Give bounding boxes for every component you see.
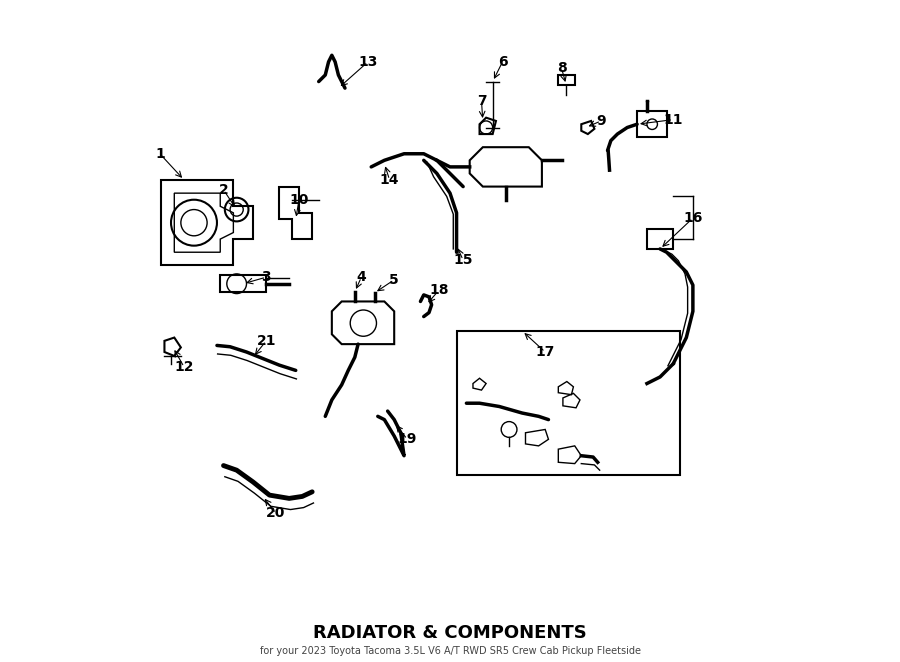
Text: 17: 17 [536, 345, 555, 359]
Text: 4: 4 [356, 270, 366, 284]
Text: 20: 20 [266, 506, 285, 520]
Text: 9: 9 [596, 114, 606, 128]
Text: 5: 5 [390, 273, 399, 287]
Text: 12: 12 [175, 360, 194, 374]
Bar [647, 229, 673, 249]
Text: 3: 3 [261, 270, 271, 284]
Text: 18: 18 [429, 283, 448, 297]
Text: for your 2023 Toyota Tacoma 3.5L V6 A/T RWD SR5 Crew Cab Pickup Fleetside: for your 2023 Toyota Tacoma 3.5L V6 A/T … [259, 646, 641, 656]
Text: 19: 19 [398, 432, 417, 446]
Bar [456, 331, 680, 475]
Text: 6: 6 [498, 55, 508, 69]
Bar [637, 111, 667, 137]
Text: 21: 21 [256, 334, 276, 348]
Bar [558, 75, 575, 85]
Text: 15: 15 [454, 253, 473, 267]
Text: 7: 7 [477, 94, 486, 109]
Text: 2: 2 [219, 183, 229, 197]
Text: 1: 1 [155, 147, 165, 161]
Text: 13: 13 [358, 55, 378, 69]
Text: 14: 14 [380, 173, 400, 187]
Text: 11: 11 [663, 113, 683, 126]
Text: 16: 16 [683, 211, 703, 225]
Text: RADIATOR & COMPONENTS: RADIATOR & COMPONENTS [313, 624, 587, 642]
Text: 8: 8 [557, 62, 566, 75]
Text: 10: 10 [289, 193, 309, 207]
